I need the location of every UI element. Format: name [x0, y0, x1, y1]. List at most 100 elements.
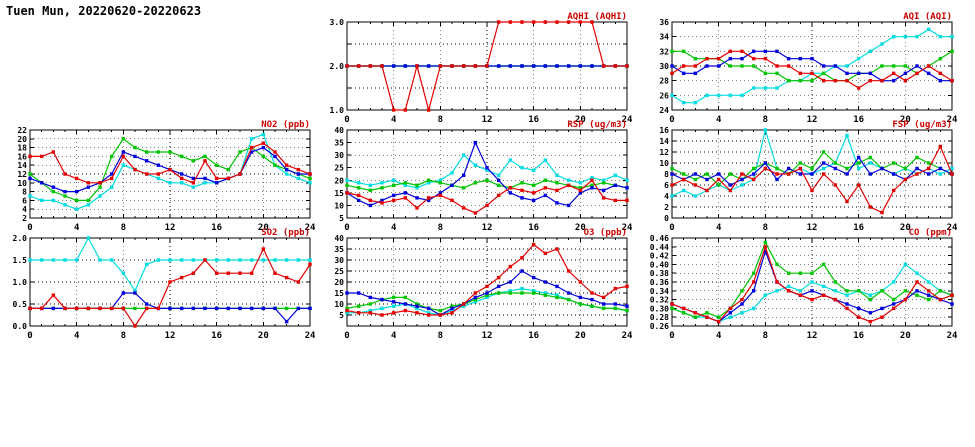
series-red-marker: [345, 64, 349, 68]
series-red-marker: [833, 183, 838, 187]
series-green-marker: [798, 161, 803, 165]
series-cyan-marker: [681, 188, 686, 193]
series-blue-marker: [728, 56, 733, 61]
series-cyan-marker: [133, 289, 137, 293]
x-tick-label: 20: [900, 115, 911, 124]
series-blue-marker: [821, 161, 826, 165]
y-tick-label: 20: [334, 176, 344, 185]
y-tick-label: 8: [22, 188, 27, 197]
series-cyan-marker: [763, 293, 768, 297]
series-green-marker: [273, 163, 277, 167]
series-red-marker: [915, 280, 919, 284]
series-green-marker: [845, 289, 849, 293]
series-blue-marker: [426, 306, 431, 311]
series-blue-marker: [368, 203, 373, 208]
series-blue-marker: [728, 311, 733, 315]
series-blue-marker: [74, 189, 79, 194]
x-tick-label: 12: [807, 115, 818, 124]
series-blue-marker: [203, 176, 207, 181]
series-red-marker: [438, 313, 443, 317]
series-green-marker: [845, 166, 849, 171]
series-cyan-marker: [39, 198, 44, 203]
series-red-marker: [670, 71, 674, 76]
chart-aqhi: 1.0 2.0 3.0 0 4 8 12 16 20 24 AQHI (AQHI): [330, 12, 633, 124]
series-green-marker: [693, 177, 698, 182]
series-blue-marker: [261, 306, 266, 311]
y-tick-label: 4: [664, 192, 669, 201]
series-green-marker: [601, 306, 606, 311]
series-blue-marker: [625, 304, 629, 308]
series-blue-marker: [391, 193, 396, 198]
series-red-marker: [891, 306, 896, 311]
series-red-marker: [740, 172, 744, 176]
series-blue-marker: [426, 64, 431, 68]
series-red-marker: [543, 186, 548, 190]
x-tick-label: 4: [391, 115, 397, 124]
series-green-line: [671, 240, 953, 318]
series-red-marker: [845, 199, 849, 204]
y-tick-label: 2.0: [13, 234, 28, 243]
series-blue-marker: [168, 306, 172, 311]
series-blue-marker: [520, 196, 524, 200]
series-red-marker: [121, 306, 126, 311]
y-tick-label: 24: [659, 106, 669, 115]
series-red-marker: [520, 20, 524, 24]
series-green-marker: [555, 295, 559, 300]
series-blue-marker: [191, 306, 196, 311]
series-green-marker: [950, 49, 954, 54]
y-tick-label: 16: [17, 152, 27, 161]
x-tick-label: 8: [438, 115, 443, 124]
series-blue-marker: [880, 166, 884, 171]
series-cyan-marker: [345, 178, 349, 182]
series-red-marker: [926, 289, 931, 293]
chart-title: AQI (AQI): [903, 12, 952, 22]
series-red-marker: [786, 64, 791, 68]
series-blue-marker: [296, 172, 301, 176]
series-red-marker: [798, 166, 803, 171]
series-green-marker: [868, 155, 873, 160]
series-cyan-marker: [728, 315, 733, 319]
x-tick-label: 8: [763, 115, 768, 124]
series-green-marker: [833, 161, 838, 165]
series-red-marker: [415, 311, 419, 315]
series-red-marker: [810, 188, 814, 193]
series-blue-marker: [810, 56, 814, 61]
series-green-marker: [179, 154, 184, 159]
series-cyan-marker: [798, 289, 803, 293]
series-green-marker: [728, 172, 733, 176]
x-tick-label: 24: [622, 115, 633, 124]
series-green-marker: [566, 297, 571, 302]
series-red-marker: [751, 177, 756, 182]
series-cyan-marker: [845, 133, 849, 138]
y-tick-label: 3.0: [330, 18, 345, 27]
series-red-marker: [786, 172, 791, 176]
series-red-marker: [485, 284, 489, 289]
series-blue-marker: [751, 289, 756, 293]
series-green-marker: [601, 181, 606, 185]
series-green-marker: [415, 302, 419, 306]
series-green-marker: [51, 189, 56, 194]
series-blue-marker: [144, 159, 149, 163]
x-tick-label: 0: [27, 331, 32, 340]
series-blue-marker: [845, 302, 849, 306]
series-blue-marker: [915, 166, 919, 171]
series-green-marker: [590, 304, 594, 308]
series-green-marker: [670, 306, 674, 311]
series-red-marker: [601, 295, 606, 300]
series-blue-marker: [786, 56, 791, 61]
series-red-marker: [763, 56, 768, 61]
series-blue-marker: [926, 71, 931, 76]
series-blue-marker: [473, 295, 478, 300]
series-cyan-marker: [693, 100, 698, 105]
series-cyan-marker: [693, 194, 698, 198]
series-green-marker: [693, 315, 698, 319]
y-tick-label: 4: [22, 205, 27, 214]
series-blue-marker: [356, 198, 361, 203]
series-red-marker: [740, 297, 744, 302]
series-cyan-marker: [356, 181, 361, 185]
x-tick-label: 16: [853, 115, 864, 124]
series-green-marker: [880, 64, 884, 68]
series-green-marker: [391, 295, 396, 300]
series-red-marker: [308, 172, 312, 176]
series-red-marker: [426, 196, 431, 200]
